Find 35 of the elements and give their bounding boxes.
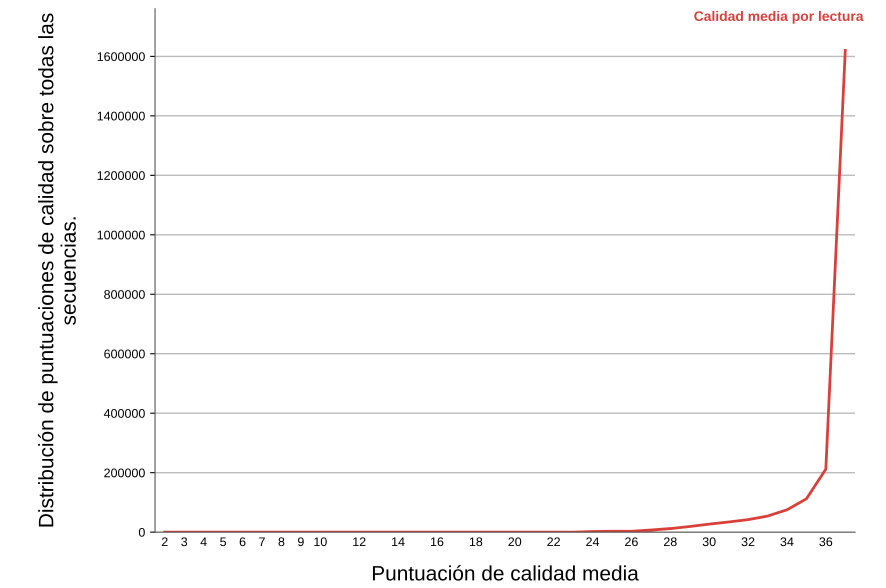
- y-axis-title: Distribución de puntuaciones de calidad sobre todas las secuencias.: [38, 14, 76, 526]
- x-tick-label: 3: [181, 537, 188, 546]
- x-tick-label: 16: [430, 537, 444, 546]
- line-series: [163, 49, 847, 532]
- x-tick-label: 12: [353, 537, 366, 546]
- x-tick-label: 8: [278, 537, 284, 546]
- x-tick-label: 36: [819, 537, 832, 546]
- y-tick-label: 600000: [104, 350, 145, 358]
- y-tick-label: 1600000: [98, 52, 145, 62]
- y-tick-label: 800000: [104, 290, 145, 299]
- y-tick-label: 1000000: [98, 230, 145, 240]
- y-tick-label: 400000: [104, 409, 145, 418]
- y-tick-label: 200000: [104, 468, 145, 478]
- x-tick-label: 4: [200, 537, 207, 546]
- x-tick-label: 10: [314, 537, 327, 546]
- y-tick-label: 1200000: [98, 171, 145, 180]
- x-tick-label: 24: [586, 537, 600, 546]
- x-tick-label: 20: [508, 537, 522, 546]
- x-axis-title: Puntuación de calidad media: [372, 565, 639, 581]
- x-tick-label: 18: [470, 537, 482, 546]
- x-tick-label: 7: [259, 537, 265, 546]
- text: Calidad media por lectura: [694, 10, 864, 24]
- x-tick-label: 6: [240, 537, 246, 546]
- x-tick-label: 2: [162, 537, 168, 546]
- x-tick-label: 30: [702, 537, 716, 546]
- x-tick-label: 22: [547, 537, 560, 546]
- x-tick-label: 28: [664, 537, 677, 546]
- x-tick-label: 34: [780, 537, 794, 546]
- x-tick-label: 32: [742, 537, 754, 546]
- y-tick-label: 0: [138, 528, 145, 537]
- x-tick-label: 26: [625, 537, 638, 546]
- x-tick-label: 14: [392, 537, 405, 546]
- x-tick-label: 5: [220, 537, 226, 546]
- x-tick-label: 9: [298, 537, 304, 546]
- y-tick-label: 1400000: [98, 112, 145, 121]
